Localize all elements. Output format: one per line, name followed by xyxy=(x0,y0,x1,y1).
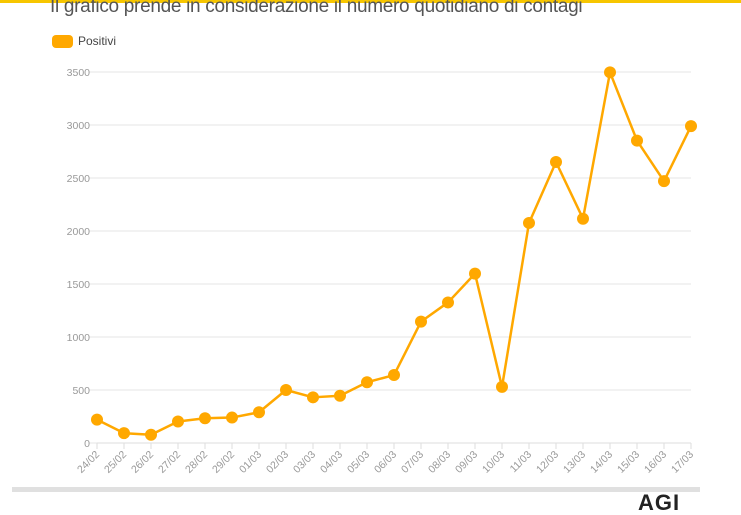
data-point-marker[interactable] xyxy=(388,369,400,382)
x-tick-label: 28/02 xyxy=(183,449,210,476)
data-point-marker[interactable] xyxy=(496,380,508,393)
data-point-marker[interactable] xyxy=(145,428,157,441)
x-tick-label: 27/02 xyxy=(156,449,183,476)
data-point-marker[interactable] xyxy=(550,155,562,168)
data-point-marker[interactable] xyxy=(415,315,427,328)
data-point-marker[interactable] xyxy=(577,212,589,225)
x-tick-label: 02/03 xyxy=(264,449,291,476)
x-tick-label: 06/03 xyxy=(372,449,399,476)
legend-swatch-positivi[interactable] xyxy=(52,34,73,48)
data-point-marker[interactable] xyxy=(307,391,319,404)
data-point-marker[interactable] xyxy=(334,389,346,402)
y-axis: 0 500 1000 1500 2000 2500 3000 3500 xyxy=(67,67,91,450)
y-tick-label: 3000 xyxy=(67,120,91,132)
data-point-marker[interactable] xyxy=(469,267,481,280)
data-point-marker[interactable] xyxy=(361,376,373,389)
agi-logo: AGI xyxy=(638,490,681,515)
x-tick-label: 01/03 xyxy=(237,449,264,476)
data-point-marker[interactable] xyxy=(280,384,292,396)
data-point-marker[interactable] xyxy=(523,216,535,229)
data-point-marker[interactable] xyxy=(658,175,670,188)
x-tick-label: 05/03 xyxy=(345,449,372,476)
x-tick-label: 13/03 xyxy=(561,449,588,476)
data-point-marker[interactable] xyxy=(604,66,616,79)
data-point-marker[interactable] xyxy=(172,415,184,428)
x-tick-label: 08/03 xyxy=(426,449,453,476)
data-point-marker[interactable] xyxy=(199,412,211,425)
series-positivi xyxy=(91,66,697,441)
data-point-marker[interactable] xyxy=(631,134,643,147)
y-tick-label: 1500 xyxy=(67,279,91,291)
data-point-marker[interactable] xyxy=(253,406,265,419)
data-point-marker[interactable] xyxy=(226,411,238,424)
x-tick-label: 25/02 xyxy=(102,449,129,476)
legend: Positivi xyxy=(52,34,116,48)
x-tick-label: 17/03 xyxy=(669,449,696,476)
x-tick-label: 07/03 xyxy=(399,449,426,476)
data-point-marker[interactable] xyxy=(685,120,697,133)
x-tick-label: 09/03 xyxy=(453,449,480,476)
y-tick-label: 2500 xyxy=(67,173,91,185)
y-tick-label: 1000 xyxy=(67,332,91,344)
x-tick-label: 03/03 xyxy=(291,449,318,476)
y-tick-label: 500 xyxy=(72,385,90,397)
data-point-marker[interactable] xyxy=(91,413,103,426)
y-tick-label: 3500 xyxy=(67,67,91,79)
x-tick-label: 12/03 xyxy=(534,449,561,476)
top-accent-bar xyxy=(0,0,741,3)
data-point-marker[interactable] xyxy=(118,427,130,440)
y-tick-label: 0 xyxy=(84,438,90,450)
x-tick-label: 10/03 xyxy=(480,449,507,476)
bottom-divider xyxy=(12,487,700,492)
x-tick-label: 14/03 xyxy=(588,449,615,476)
x-axis: 24/02 25/02 26/02 27/02 28/02 29/02 01/03 02/03… xyxy=(75,442,696,476)
x-tick-label: 26/02 xyxy=(129,449,156,476)
x-tick-label: 24/02 xyxy=(75,449,102,476)
chart-title: Il grafico prende in considerazione il n… xyxy=(50,0,583,17)
data-point-marker[interactable] xyxy=(442,296,454,309)
x-tick-label: 04/03 xyxy=(318,449,345,476)
x-tick-label: 29/02 xyxy=(210,449,237,476)
x-tick-label: 11/03 xyxy=(508,449,535,476)
x-tick-label: 16/03 xyxy=(642,449,669,476)
x-tick-label: 15/03 xyxy=(615,449,642,476)
legend-label-positivi[interactable]: Positivi xyxy=(78,34,117,48)
y-tick-label: 2000 xyxy=(67,226,91,238)
